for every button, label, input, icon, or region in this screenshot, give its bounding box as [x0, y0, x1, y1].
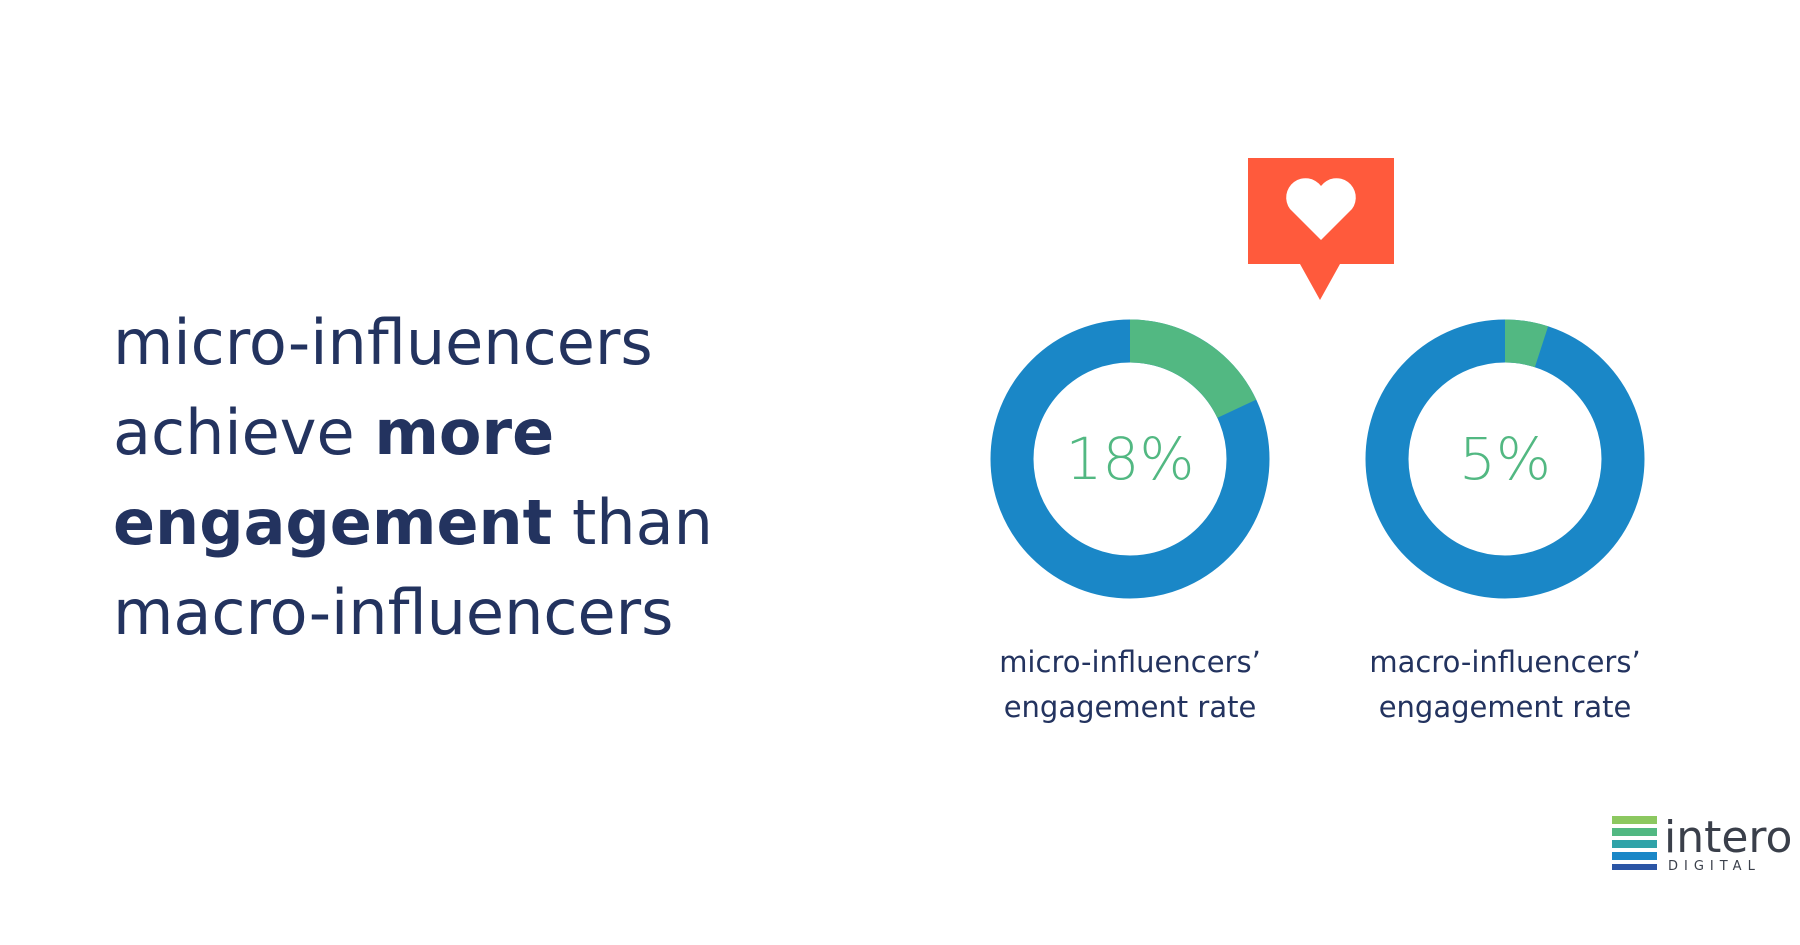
value-label: 5% [1459, 425, 1551, 493]
headline-bold: engagement [113, 486, 552, 559]
chart-label: engagement rate [1004, 690, 1257, 724]
headline-line: achieve more [113, 396, 554, 469]
headline-text: achieve [113, 396, 355, 469]
logo-stripe [1612, 828, 1657, 836]
heart-icon [1248, 158, 1394, 300]
chart-label: macro-influencers’ [1369, 645, 1640, 679]
headline-bold: more [374, 396, 554, 469]
logo-stripe [1612, 864, 1657, 870]
value-label: 18% [1066, 425, 1195, 493]
heart [1286, 178, 1356, 240]
chart-label: micro-influencers’ [999, 645, 1261, 679]
logo-stripe [1612, 816, 1657, 824]
logo-stripe [1612, 852, 1657, 860]
headline-line: micro-influencers [113, 306, 653, 379]
donut-segment [1504, 319, 1549, 368]
logo-name: intero [1664, 812, 1792, 863]
headline-line: macro-influencers [113, 576, 673, 649]
logo-sub: DIGITAL [1668, 859, 1761, 874]
logo-stripe [1612, 840, 1657, 848]
donut-segment [1129, 319, 1257, 419]
logo: intero DIGITAL [1612, 812, 1792, 874]
headline-text: than [572, 486, 713, 559]
headline-line: engagement than [113, 486, 713, 559]
chart-label: engagement rate [1379, 690, 1632, 724]
